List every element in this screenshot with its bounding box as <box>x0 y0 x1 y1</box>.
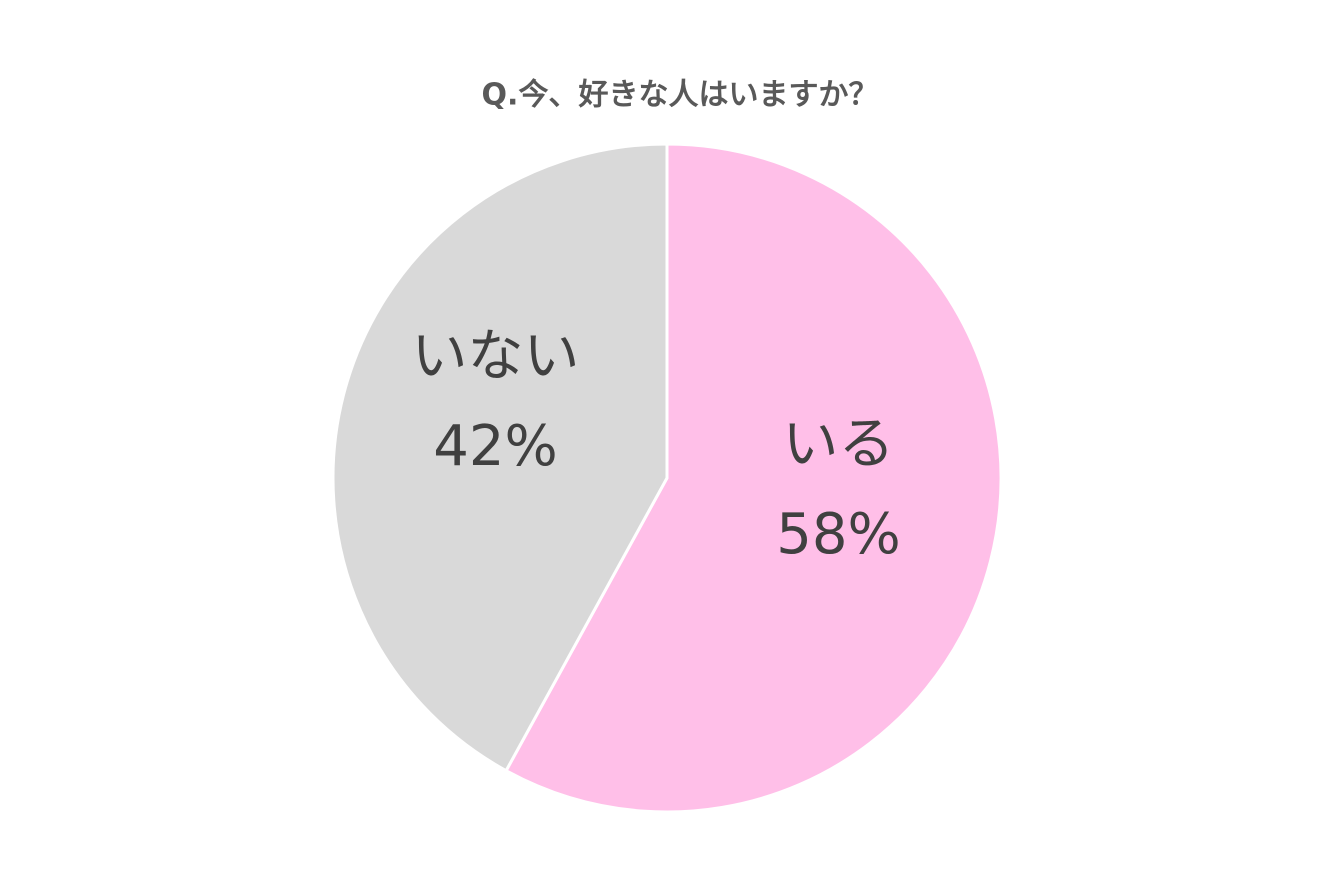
chart-title: Q.今、好きな人はいますか？ <box>482 78 879 113</box>
value-label: 42% <box>433 414 557 479</box>
slice-label: いる <box>782 412 894 477</box>
pie-slice <box>504 142 1003 814</box>
slice-label: いない <box>412 324 580 389</box>
value-label: 58% <box>776 502 900 567</box>
pie-slice <box>331 142 669 773</box>
